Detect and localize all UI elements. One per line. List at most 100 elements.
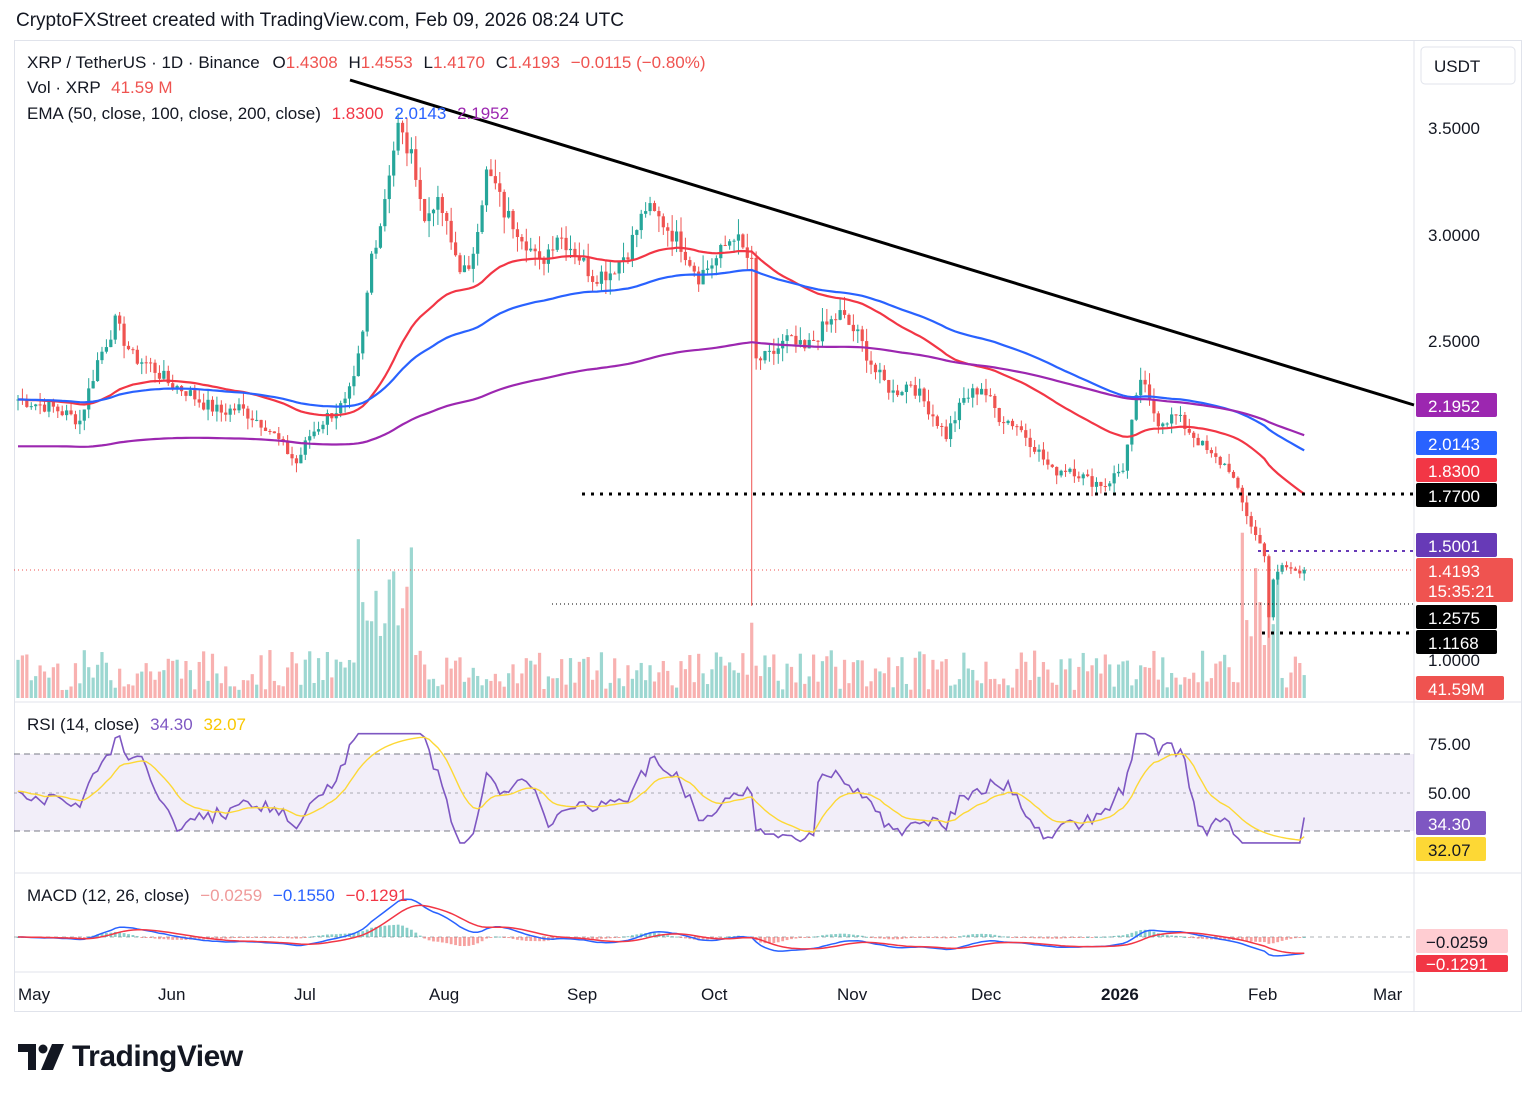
volume-bar [1302,675,1306,698]
candle-body [1254,526,1258,536]
volume-bar [750,622,754,698]
macd-hist-bar [1293,937,1297,939]
legend-macd-signal: −0.1291 [345,886,408,905]
tradingview-logo[interactable]: TradingView [18,1040,243,1074]
volume-bar [135,673,139,698]
macd-hist-bar [843,933,846,937]
volume-bar [1267,603,1271,698]
candle-body [1006,420,1010,424]
candle-body [281,438,285,441]
badge-s3-text: 1.2575 [1428,609,1480,628]
candle-body [728,241,732,246]
volume-bar [184,661,188,698]
macd-hist-bar [1249,937,1253,942]
volume-bar [268,650,272,698]
candle-body [502,191,506,218]
macd-hist-bar [887,937,891,940]
candle-body [162,370,166,379]
legend-rsi: RSI (14, close) 34.30 32.07 [27,715,246,735]
candle-body [34,404,38,407]
volume-bar [595,670,599,698]
volume-bar [524,658,528,698]
macd-hist-bar [524,937,528,941]
macd-hist-bar [87,936,91,938]
candle-body [657,211,661,217]
legend-l-label: L [423,53,433,72]
volume-bar [210,653,215,698]
volume-bar [1200,650,1205,698]
ema200-line [18,341,1305,448]
macd-hist-bar [423,937,427,939]
candle-body [1196,437,1200,446]
macd-hist-bar [1019,937,1023,938]
candle-body [1284,565,1289,568]
volume-bar [294,663,299,698]
macd-hist-bar [299,937,303,939]
volume-bar [701,673,705,698]
volume-bar [847,683,851,698]
macd-hist-bar [463,937,466,947]
candle-body [1063,470,1068,472]
candle-body [944,426,948,440]
legend-symbol[interactable]: XRP / TetherUS · 1D · Binance [27,53,260,72]
macd-plot [16,898,1306,957]
candle-body [529,248,533,251]
volume-bar [1072,689,1076,698]
candle-body [794,335,798,345]
volume-bar [758,676,763,698]
macd-hist-bar [255,937,259,938]
macd-hist-bar [272,937,276,938]
badge-s3: 1.2575 [1416,605,1497,629]
volume-bar [144,663,148,698]
candle-body [652,203,657,212]
x-label-aug: Aug [429,985,459,1004]
candle-body [414,149,418,180]
y-tick-3.0: 3.0000 [1428,226,1480,245]
volume-bar [100,652,104,698]
volume-bar [321,680,325,698]
macd-hist-bar [1245,937,1249,942]
volume-bar [648,665,652,698]
candle-body [723,245,727,247]
candle-body [1024,430,1028,438]
candle-body [1267,556,1271,618]
macd-hist-bar [909,937,913,938]
candle-body [573,248,577,256]
macd-hist-bar [277,937,281,938]
candle-body [1077,476,1081,479]
volume-bar [816,681,820,698]
macd-hist-bar [1042,937,1045,939]
macd-hist-bar [113,931,117,937]
macd-hist-bar [803,937,807,938]
macd-hist-bar [732,936,736,938]
legend-l: 1.4170 [432,53,485,72]
volume-bar [1112,686,1116,698]
currency-label[interactable]: USDT [1434,57,1480,76]
candle-body [1200,440,1205,446]
macd-hist-bar [224,937,228,939]
volume-bar [895,666,900,698]
volume-bar [856,660,860,698]
macd-hist-bar [1187,937,1191,938]
candle-body [953,420,957,424]
volume-bar [16,659,20,698]
volume-bar [670,685,674,698]
volume-bar [365,620,369,698]
candle-body [361,331,365,354]
macd-hist-bar [825,934,829,937]
legend-c-label: C [495,53,508,72]
macd-hist-bar [153,937,157,939]
volume-bar [166,658,170,698]
candle-body [1139,379,1143,396]
candle-body [909,384,913,386]
candle-body [1130,419,1134,445]
candle-body [555,237,559,250]
volume-bar [272,680,276,698]
volume-bar [109,680,113,698]
macd-hist-bar [940,937,944,939]
macd-hist-bar [498,936,502,938]
candle-body [290,454,294,459]
candle-body [51,401,55,407]
volume-bar [1139,665,1143,698]
